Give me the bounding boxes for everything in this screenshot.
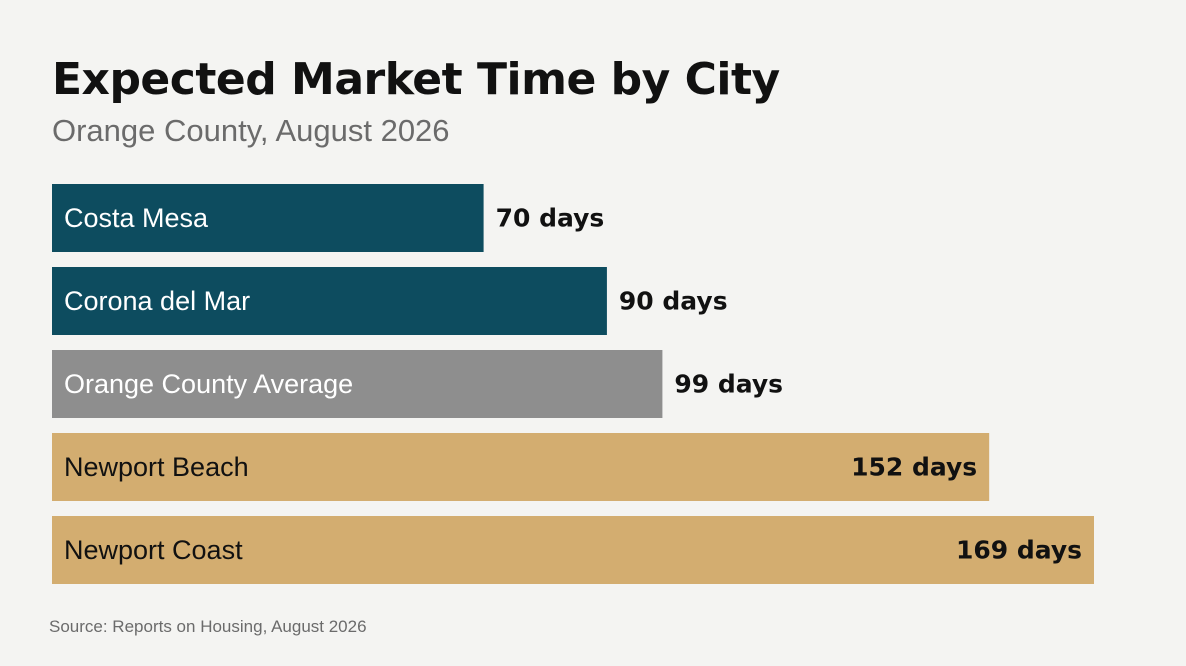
category-label: Newport Beach — [64, 452, 249, 482]
value-label: 99 days — [674, 370, 783, 399]
chart-title: Expected Market Time by City — [52, 54, 780, 105]
bar-orange-county-average — [52, 350, 663, 418]
source-note: Source: Reports on Housing, August 2026 — [49, 617, 367, 636]
bar-corona-del-mar — [52, 267, 607, 335]
value-label: 169 days — [956, 536, 1082, 565]
value-label: 152 days — [851, 453, 977, 482]
bar-newport-coast — [52, 516, 1094, 584]
chart-subtitle: Orange County, August 2026 — [52, 113, 450, 148]
category-label: Newport Coast — [64, 535, 243, 565]
category-label: Corona del Mar — [64, 286, 250, 316]
value-label: 90 days — [619, 287, 728, 316]
bar-newport-beach — [52, 433, 990, 501]
bar-costa-mesa — [52, 184, 484, 252]
value-label: 70 days — [496, 204, 605, 233]
category-label: Orange County Average — [64, 369, 353, 399]
category-label: Costa Mesa — [64, 203, 209, 233]
